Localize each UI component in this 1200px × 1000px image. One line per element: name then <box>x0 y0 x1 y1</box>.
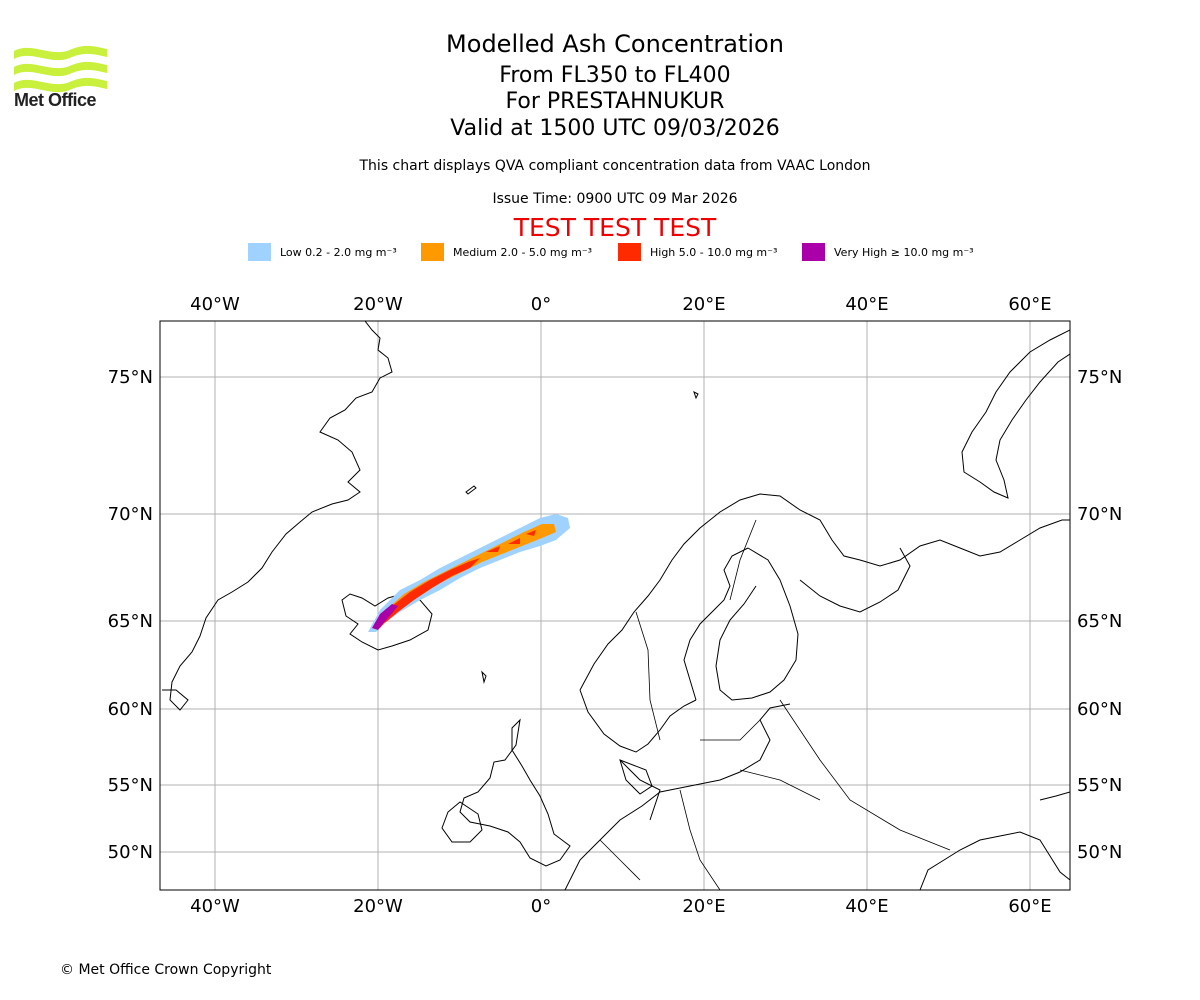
lon-label-bottom: 40°W <box>190 896 240 917</box>
lat-label-left: 60°N <box>108 699 153 720</box>
issue-time: Issue Time: 0900 UTC 09 Mar 2026 <box>492 191 738 207</box>
lon-label-top: 0° <box>531 294 551 315</box>
ash-high-area <box>378 558 480 624</box>
legend-label-low: Low 0.2 - 2.0 mg m⁻³ <box>280 245 397 259</box>
legend-label-medium: Medium 2.0 - 5.0 mg m⁻³ <box>453 245 593 259</box>
volcano-name: For PRESTAHNUKUR <box>505 89 725 114</box>
map-frame <box>159 320 1071 891</box>
lat-label-right: 50°N <box>1077 842 1122 863</box>
copyright-notice: © Met Office Crown Copyright <box>60 962 272 978</box>
lon-label-bottom: 20°W <box>353 896 403 917</box>
lon-label-bottom: 60°E <box>1008 896 1051 917</box>
lon-labels-top: 40°W 20°W 0° 20°E 40°E 60°E <box>190 294 1051 315</box>
legend-swatch-medium <box>421 243 444 261</box>
test-banner: TEST TEST TEST <box>513 213 717 242</box>
lat-label-right: 70°N <box>1077 504 1122 525</box>
lat-label-left: 75°N <box>108 367 153 388</box>
gridlines <box>160 321 1070 890</box>
legend-swatch-high <box>618 243 641 261</box>
met-office-logo <box>14 45 107 93</box>
lon-label-top: 20°W <box>353 294 403 315</box>
legend-item-medium: Medium 2.0 - 5.0 mg m⁻³ <box>421 243 592 261</box>
ash-plume <box>368 514 570 632</box>
lon-label-top: 20°E <box>682 294 725 315</box>
subtitle: This chart displays QVA compliant concen… <box>359 158 871 174</box>
lat-label-right: 55°N <box>1077 775 1122 796</box>
map-content <box>160 321 1070 890</box>
lon-label-bottom: 0° <box>531 896 551 917</box>
ash-high-patches <box>486 530 536 552</box>
lat-label-right: 75°N <box>1077 367 1122 388</box>
ash-medium-area <box>374 524 556 628</box>
logo-text: Met Office <box>14 90 97 110</box>
lat-label-left: 55°N <box>108 775 153 796</box>
lat-label-right: 60°N <box>1077 699 1122 720</box>
legend-swatch-very-high <box>802 243 825 261</box>
lon-labels-bottom: 40°W 20°W 0° 20°E 40°E 60°E <box>190 896 1051 917</box>
legend-item-high: High 5.0 - 10.0 mg m⁻³ <box>618 243 777 261</box>
lat-labels-right: 75°N 70°N 65°N 60°N 55°N 50°N <box>1077 367 1122 863</box>
legend-label-high: High 5.0 - 10.0 mg m⁻³ <box>650 245 778 259</box>
chart-title: Modelled Ash Concentration <box>446 30 784 58</box>
legend-item-low: Low 0.2 - 2.0 mg m⁻³ <box>248 243 397 261</box>
coastlines <box>162 321 1070 890</box>
lon-label-top: 40°E <box>845 294 888 315</box>
lon-label-top: 60°E <box>1008 294 1051 315</box>
lat-label-right: 65°N <box>1077 611 1122 632</box>
valid-time: Valid at 1500 UTC 09/03/2026 <box>450 116 780 141</box>
ash-very-high-area <box>372 604 398 630</box>
lat-labels-left: 75°N 70°N 65°N 60°N 55°N 50°N <box>108 367 153 863</box>
lon-label-bottom: 40°E <box>845 896 888 917</box>
lat-label-left: 70°N <box>108 504 153 525</box>
lon-label-bottom: 20°E <box>682 896 725 917</box>
lat-label-left: 50°N <box>108 842 153 863</box>
lat-label-left: 65°N <box>108 611 153 632</box>
legend-label-very-high: Very High ≥ 10.0 mg m⁻³ <box>834 245 974 259</box>
legend-swatch-low <box>248 243 271 261</box>
country-borders <box>599 519 951 890</box>
lon-label-top: 40°W <box>190 294 240 315</box>
flight-levels: From FL350 to FL400 <box>499 63 731 88</box>
legend-item-very-high: Very High ≥ 10.0 mg m⁻³ <box>802 243 974 261</box>
